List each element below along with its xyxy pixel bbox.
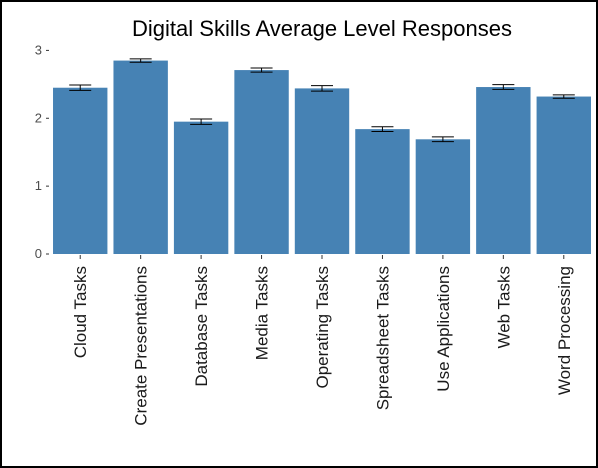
bar [415,139,471,254]
x-tick-label: Web Tasks [494,266,513,349]
x-axis: Cloud Tasks Create Presentations Database … [71,255,574,426]
bar [53,87,108,254]
error-bar [69,84,92,91]
bar [173,121,229,255]
bar [476,87,531,254]
y-tick-label: 1 [35,178,42,193]
bar [234,70,289,254]
bars [53,60,591,255]
y-tick-label: 3 [35,42,42,57]
error-bars [69,58,575,143]
bar [536,96,591,254]
error-bar [492,84,515,90]
x-tick-label: Spreadsheet Tasks [373,266,392,410]
x-tick-label: Operating Tasks [313,266,332,389]
y-axis: 0 1 2 3 [35,42,49,261]
y-tick-label: 0 [35,246,42,261]
chart-title: Digital Skills Average Level Responses [132,16,512,41]
error-bar [552,94,575,99]
error-bar [311,85,333,92]
error-bar [431,136,454,143]
error-bar [190,118,213,125]
x-tick-label: Cloud Tasks [71,266,90,358]
bar [294,88,350,255]
x-tick-label: Word Processing [555,266,574,395]
y-tick-label: 2 [35,110,42,125]
error-bar [129,58,152,63]
error-bar [371,126,394,132]
x-tick-label: Database Tasks [192,266,211,387]
bar [113,60,168,255]
x-tick-label: Media Tasks [253,266,272,360]
x-tick-label: Use Applications [434,266,453,392]
x-tick-label: Create Presentations [132,266,151,426]
error-bar [250,67,273,73]
bar [355,129,410,254]
